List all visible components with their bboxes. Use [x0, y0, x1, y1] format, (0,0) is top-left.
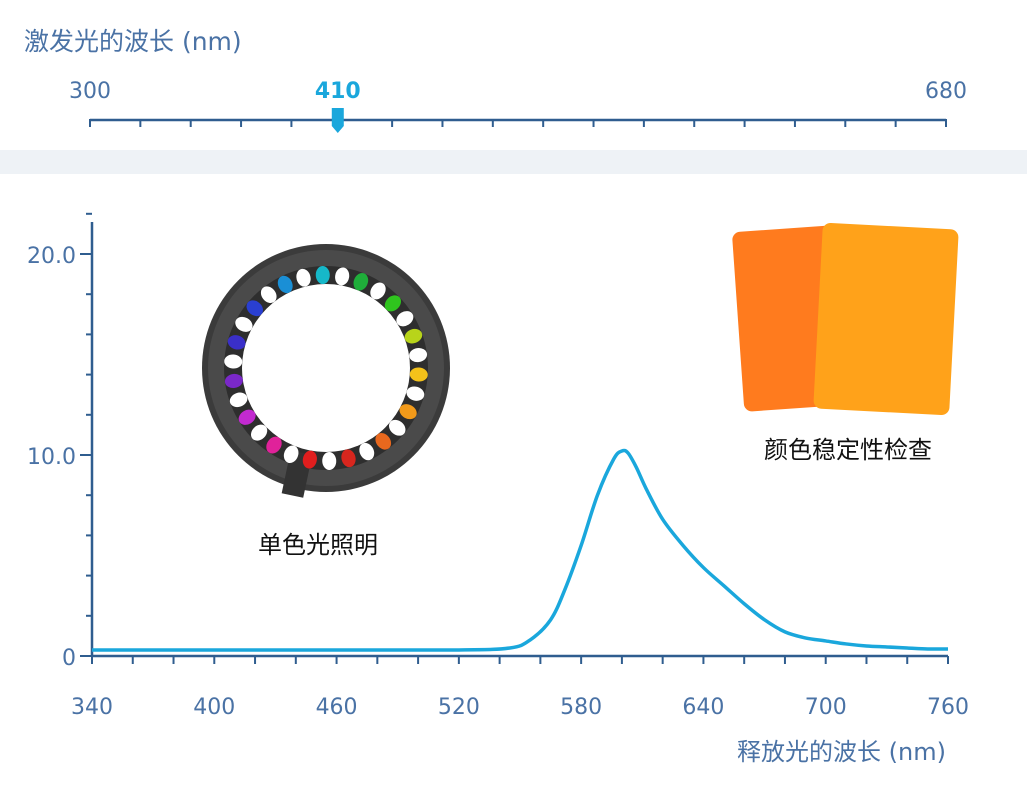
x-tick-label: 700 — [805, 695, 847, 720]
slider-min-label: 300 — [69, 79, 111, 104]
ring-led — [409, 348, 428, 363]
ring-led — [302, 450, 317, 469]
ring-led — [229, 392, 248, 408]
x-tick-label: 400 — [193, 695, 235, 720]
ring-led — [404, 328, 423, 344]
ring-led — [224, 373, 243, 388]
ring-led — [375, 432, 392, 450]
ring-led — [224, 354, 243, 369]
ring-led — [283, 445, 299, 463]
y-tick-label: 10.0 — [27, 445, 76, 470]
ring-light-label: 单色光照明 — [258, 531, 378, 559]
ring-led — [260, 286, 277, 304]
led-ring-light-icon — [202, 244, 450, 498]
x-tick-label: 520 — [438, 695, 480, 720]
ring-led — [396, 311, 414, 327]
amber-sample-card — [813, 222, 959, 416]
ring-led — [322, 451, 337, 470]
y-ticks: 0 10.0 20.0 — [27, 244, 92, 671]
emission-chart: 0 10.0 20.0 340 400 460 520 580 640 700 760 释放光的波… — [27, 212, 969, 766]
ring-led — [406, 386, 425, 401]
x-tick-label: 460 — [316, 695, 358, 720]
slider-value-label: 410 — [315, 79, 361, 104]
ring-led — [277, 275, 293, 294]
ring-led — [359, 442, 375, 461]
color-stability-label: 颜色稳定性检查 — [764, 436, 932, 464]
ring-led — [246, 300, 263, 317]
excitation-slider[interactable]: 300 680 410 — [69, 79, 967, 133]
y-tick-label: 0 — [62, 646, 76, 671]
ring-led — [296, 268, 311, 287]
ring-led — [251, 424, 268, 441]
x-axis-title: 释放光的波长 (nm) — [737, 738, 946, 766]
ring-led — [384, 295, 401, 312]
x-tick-label: 640 — [682, 695, 724, 720]
ring-led — [341, 449, 356, 468]
x-tick-label: 580 — [560, 695, 602, 720]
section-divider-band — [0, 150, 1027, 174]
slider-max-label: 680 — [925, 79, 967, 104]
y-tick-label: 20.0 — [27, 244, 76, 269]
ring-led — [238, 409, 256, 425]
ring-led — [353, 273, 369, 291]
x-tick-label: 340 — [71, 695, 113, 720]
ring-led — [409, 367, 428, 382]
color-sample-cards-icon — [732, 222, 959, 416]
x-tick-label: 760 — [927, 695, 969, 720]
ring-led — [235, 316, 253, 332]
excitation-title: 激发光的波长 (nm) — [24, 27, 242, 56]
ring-led — [227, 335, 246, 350]
x-ticks: 340 400 460 520 580 640 700 760 — [71, 656, 969, 720]
slider-thumb-icon[interactable] — [331, 108, 344, 133]
ring-led — [335, 267, 350, 286]
ring-led — [389, 419, 406, 436]
ring-led — [399, 404, 417, 420]
ring-led — [370, 282, 386, 300]
emission-series-line — [92, 448, 949, 652]
ring-led — [315, 266, 330, 285]
ring-led — [266, 436, 282, 454]
